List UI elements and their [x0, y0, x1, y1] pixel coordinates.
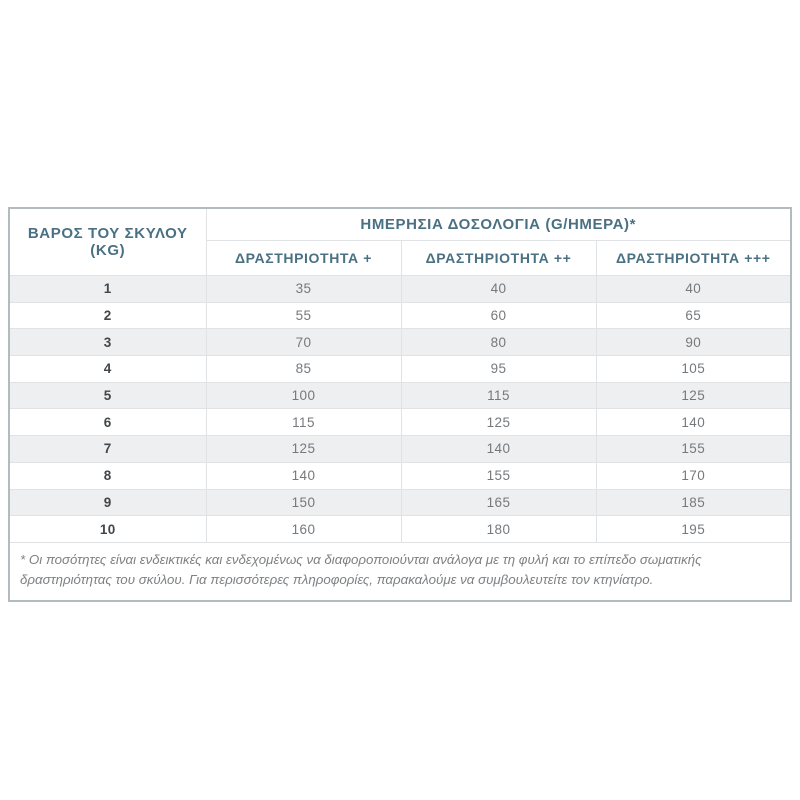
- dosage-cell: 70: [205, 328, 402, 357]
- table-header: ΒΑΡΟΣ ΤΟΥ ΣΚΥΛΟΥ (KG) ΗΜΕΡΗΣΙΑ ΔΟΣΟΛΟΓΙΑ…: [8, 207, 792, 276]
- weight-cell: 8: [8, 461, 207, 490]
- dosage-cell: 95: [400, 355, 597, 383]
- dosage-cell: 90: [595, 328, 792, 357]
- dosage-cell: 55: [205, 301, 402, 330]
- weight-cell: 3: [8, 328, 207, 357]
- table-row: 1 35 40 40: [8, 275, 792, 303]
- dosage-cell: 170: [595, 461, 792, 490]
- dosage-cell: 185: [595, 488, 792, 517]
- activity-header-1: ΔΡΑΣΤΗΡΙΟΤΗΤΑ +: [205, 240, 402, 276]
- dosage-cell: 165: [400, 488, 597, 517]
- dosage-cell: 85: [205, 355, 402, 383]
- weight-cell: 1: [8, 275, 207, 303]
- table-row: 4 85 95 105: [8, 355, 792, 383]
- table-row: 6 115 125 140: [8, 408, 792, 437]
- dosage-cell: 80: [400, 328, 597, 357]
- table-row: 7 125 140 155: [8, 435, 792, 463]
- dosage-cell: 180: [400, 515, 597, 543]
- dosage-cell: 40: [595, 275, 792, 303]
- dosage-cell: 150: [205, 488, 402, 517]
- footnote: * Οι ποσότητες είναι ενδεικτικές και ενδ…: [8, 541, 792, 602]
- dosage-cell: 155: [400, 461, 597, 490]
- weight-cell: 9: [8, 488, 207, 517]
- dosage-cell: 105: [595, 355, 792, 383]
- dosage-cell: 115: [205, 408, 402, 437]
- dosage-cell: 100: [205, 381, 402, 410]
- table-row: 10 160 180 195: [8, 515, 792, 543]
- weight-cell: 5: [8, 381, 207, 410]
- weight-cell: 4: [8, 355, 207, 383]
- table-row: 8 140 155 170: [8, 461, 792, 490]
- dosage-cell: 140: [400, 435, 597, 463]
- dosage-cell: 60: [400, 301, 597, 330]
- weight-cell: 6: [8, 408, 207, 437]
- weight-cell: 7: [8, 435, 207, 463]
- activity-header-3: ΔΡΑΣΤΗΡΙΟΤΗΤΑ +++: [595, 240, 792, 276]
- daily-dosage-table: ΒΑΡΟΣ ΤΟΥ ΣΚΥΛΟΥ (KG) ΗΜΕΡΗΣΙΑ ΔΟΣΟΛΟΓΙΑ…: [8, 207, 792, 603]
- weight-cell: 2: [8, 301, 207, 330]
- table-row: 9 150 165 185: [8, 488, 792, 517]
- table-row: 5 100 115 125: [8, 381, 792, 410]
- dosage-cell: 195: [595, 515, 792, 543]
- table-row: 3 70 80 90: [8, 328, 792, 357]
- dosage-cell: 125: [400, 408, 597, 437]
- weight-column-header: ΒΑΡΟΣ ΤΟΥ ΣΚΥΛΟΥ (KG): [8, 207, 207, 276]
- activity-header-row: ΔΡΑΣΤΗΡΙΟΤΗΤΑ + ΔΡΑΣΤΗΡΙΟΤΗΤΑ ++ ΔΡΑΣΤΗΡΙΟ…: [9, 240, 792, 276]
- dosage-cell: 125: [205, 435, 402, 463]
- dosage-cell: 140: [595, 408, 792, 437]
- table-body: 1 35 40 40 2 55 60 65 3 70 80 90 4 85 95 105 5 100 115 125 6…: [8, 275, 792, 543]
- dosage-cell: 160: [205, 515, 402, 543]
- dosage-group-header: ΗΜΕΡΗΣΙΑ ΔΟΣΟΛΟΓΙΑ (G/ΗΜΕΡΑ)*: [205, 207, 792, 241]
- dosage-cell: 65: [595, 301, 792, 330]
- table-row: 2 55 60 65: [8, 301, 792, 330]
- activity-header-2: ΔΡΑΣΤΗΡΙΟΤΗΤΑ ++: [400, 240, 597, 276]
- dosage-cell: 140: [205, 461, 402, 490]
- weight-cell: 10: [8, 515, 207, 543]
- dosage-cell: 35: [205, 275, 402, 303]
- dosage-cell: 155: [595, 435, 792, 463]
- table-footer: * Οι ποσότητες είναι ενδεικτικές και ενδ…: [8, 541, 792, 602]
- dosage-cell: 125: [595, 381, 792, 410]
- dosage-cell: 40: [400, 275, 597, 303]
- dosage-cell: 115: [400, 381, 597, 410]
